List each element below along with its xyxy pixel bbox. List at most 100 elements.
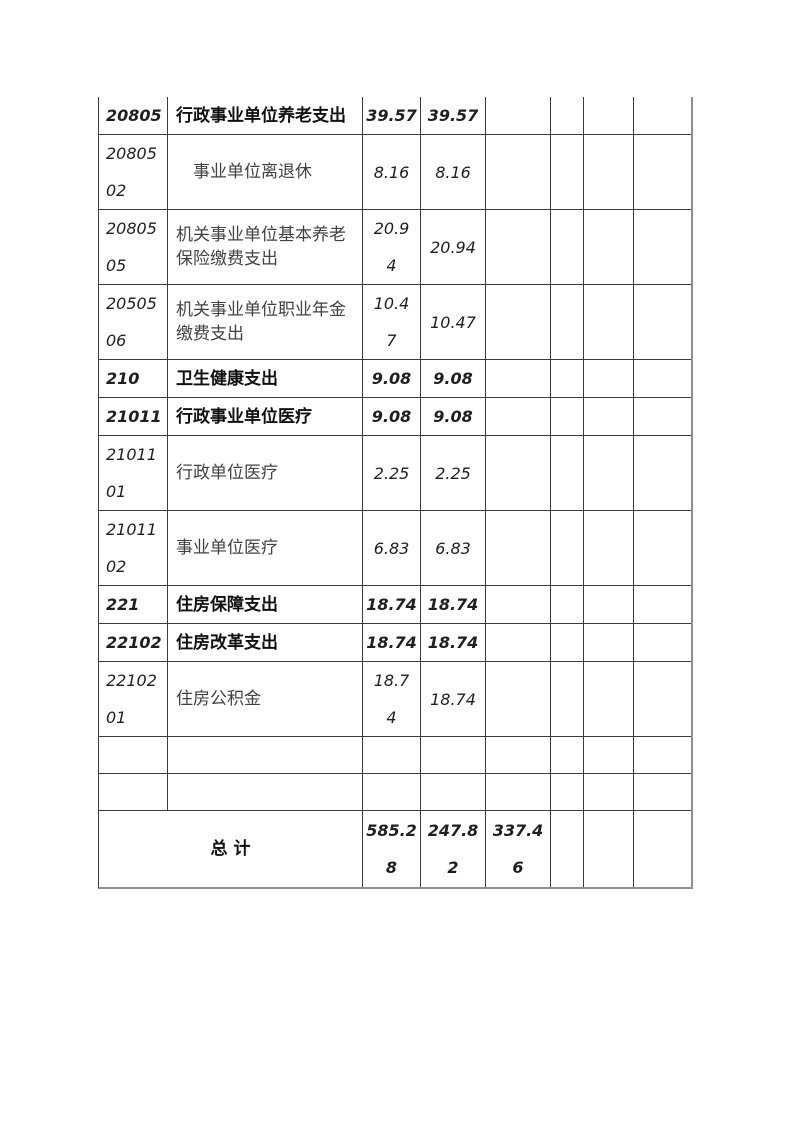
table-row-empty (99, 774, 691, 811)
extra1-cell (551, 511, 584, 586)
name-cell: 事业单位医疗 (168, 511, 363, 586)
extra2-cell (584, 97, 634, 135)
name-cell: 机关事业单位职业年金缴费支出 (168, 285, 363, 360)
amount2-cell: 10.47 (421, 285, 486, 360)
amount2-cell: 9.08 (421, 360, 486, 398)
amount2-cell-text: 6.83 (435, 538, 471, 558)
extra2-cell (584, 398, 634, 436)
extra3-cell (634, 811, 691, 887)
amount3-cell (486, 398, 551, 436)
code-cell: 20805 (99, 97, 168, 135)
amount1-cell: 18.7 4 (363, 662, 421, 737)
name-cell-text: 事业单位离退休 (193, 162, 312, 182)
name-cell: 行政事业单位医疗 (168, 398, 363, 436)
amount1-cell: 8.16 (363, 135, 421, 210)
table-row-category: 20805 行政事业单位养老支出 39.57 39.57 (99, 97, 691, 135)
name-cell: 卫生健康支出 (168, 360, 363, 398)
amount2-cell: 9.08 (421, 398, 486, 436)
code-cell: 210 (99, 360, 168, 398)
table-row-sub: 20805 02 事业单位离退休 8.16 8.16 (99, 135, 691, 210)
extra1-cell (551, 285, 584, 360)
code-cell: 20805 02 (99, 135, 168, 210)
name-cell (168, 737, 363, 774)
name-cell-text: 行政事业单位养老支出 (176, 105, 346, 126)
code-cell-text: 20505 06 (106, 294, 157, 350)
code-cell: 20805 05 (99, 210, 168, 285)
amount2-cell-text: 9.08 (433, 369, 473, 388)
name-cell: 住房改革支出 (168, 624, 363, 662)
extra3-cell (634, 662, 691, 737)
extra2-cell (584, 360, 634, 398)
code-cell-text: 20805 05 (106, 219, 157, 275)
extra3-cell (634, 285, 691, 360)
amount1-cell: 9.08 (363, 360, 421, 398)
table-row-category: 21011 行政事业单位医疗 9.08 9.08 (99, 398, 691, 436)
extra1-cell (551, 398, 584, 436)
amount3-cell (486, 737, 551, 774)
code-cell-text: 21011 02 (106, 520, 157, 576)
code-cell: 221 (99, 586, 168, 624)
extra3-cell (634, 774, 691, 811)
extra1-cell (551, 774, 584, 811)
extra3-cell (634, 210, 691, 285)
code-cell (99, 737, 168, 774)
extra1-cell (551, 360, 584, 398)
extra2-cell (584, 210, 634, 285)
amount1-cell-text: 8.16 (373, 162, 410, 182)
amount1-cell: 9.08 (363, 398, 421, 436)
amount3-cell (486, 624, 551, 662)
amount1-cell-text: 18.7 4 (373, 671, 410, 727)
table-row-total: 总 计 585.2 8 247.8 2 337.4 6 (99, 811, 691, 887)
extra3-cell (634, 511, 691, 586)
amount3-cell-text: 337.4 6 (492, 821, 544, 877)
amount3-cell (486, 285, 551, 360)
code-cell (99, 774, 168, 811)
amount1-cell-text: 39.57 (366, 106, 417, 125)
amount1-cell: 18.74 (363, 586, 421, 624)
extra3-cell (634, 360, 691, 398)
extra3-cell (634, 97, 691, 135)
code-cell: 20505 06 (99, 285, 168, 360)
amount1-cell (363, 774, 421, 811)
amount3-cell (486, 774, 551, 811)
code-cell-text: 22102 01 (106, 671, 157, 727)
code-cell-text: 210 (106, 369, 140, 388)
extra1-cell (551, 586, 584, 624)
code-cell: 21011 02 (99, 511, 168, 586)
name-cell (168, 774, 363, 811)
amount1-cell-text: 585.2 8 (366, 821, 417, 877)
amount2-cell-text: 39.57 (427, 106, 479, 125)
extra1-cell (551, 135, 584, 210)
extra2-cell (584, 737, 634, 774)
table-row-sub: 21011 01 行政单位医疗 2.25 2.25 (99, 436, 691, 511)
code-cell: 22102 (99, 624, 168, 662)
table-row-category: 22102 住房改革支出 18.74 18.74 (99, 624, 691, 662)
name-cell-text: 行政事业单位医疗 (176, 406, 312, 427)
amount2-cell: 2.25 (421, 436, 486, 511)
name-cell: 行政单位医疗 (168, 436, 363, 511)
amount1-cell: 39.57 (363, 97, 421, 135)
extra1-cell (551, 97, 584, 135)
name-cell-text: 机关事业单位基本养老保险缴费支出 (176, 225, 346, 269)
name-cell: 机关事业单位基本养老保险缴费支出 (168, 210, 363, 285)
amount2-cell-text: 2.25 (435, 463, 471, 483)
amount3-cell: 337.4 6 (486, 811, 551, 887)
amount2-cell-text: 10.47 (430, 312, 476, 332)
extra2-cell (584, 811, 634, 887)
extra3-cell (634, 135, 691, 210)
extra1-cell (551, 436, 584, 511)
amount1-cell-text: 9.08 (371, 407, 412, 426)
amount2-cell: 18.74 (421, 624, 486, 662)
amount2-cell-text: 18.74 (430, 689, 476, 709)
amount2-cell: 18.74 (421, 662, 486, 737)
amount3-cell (486, 135, 551, 210)
amount1-cell-text: 2.25 (373, 463, 410, 483)
name-cell-text: 住房改革支出 (176, 632, 278, 653)
name-cell: 行政事业单位养老支出 (168, 97, 363, 135)
amount2-cell-text: 247.8 2 (427, 821, 479, 877)
extra3-cell (634, 737, 691, 774)
amount1-cell-text: 20.9 4 (373, 219, 410, 275)
extra1-cell (551, 811, 584, 887)
extra1-cell (551, 737, 584, 774)
